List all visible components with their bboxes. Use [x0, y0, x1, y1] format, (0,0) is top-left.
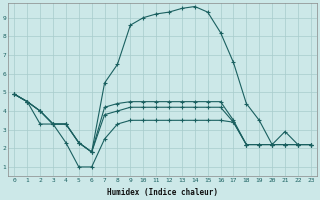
- X-axis label: Humidex (Indice chaleur): Humidex (Indice chaleur): [107, 188, 218, 197]
